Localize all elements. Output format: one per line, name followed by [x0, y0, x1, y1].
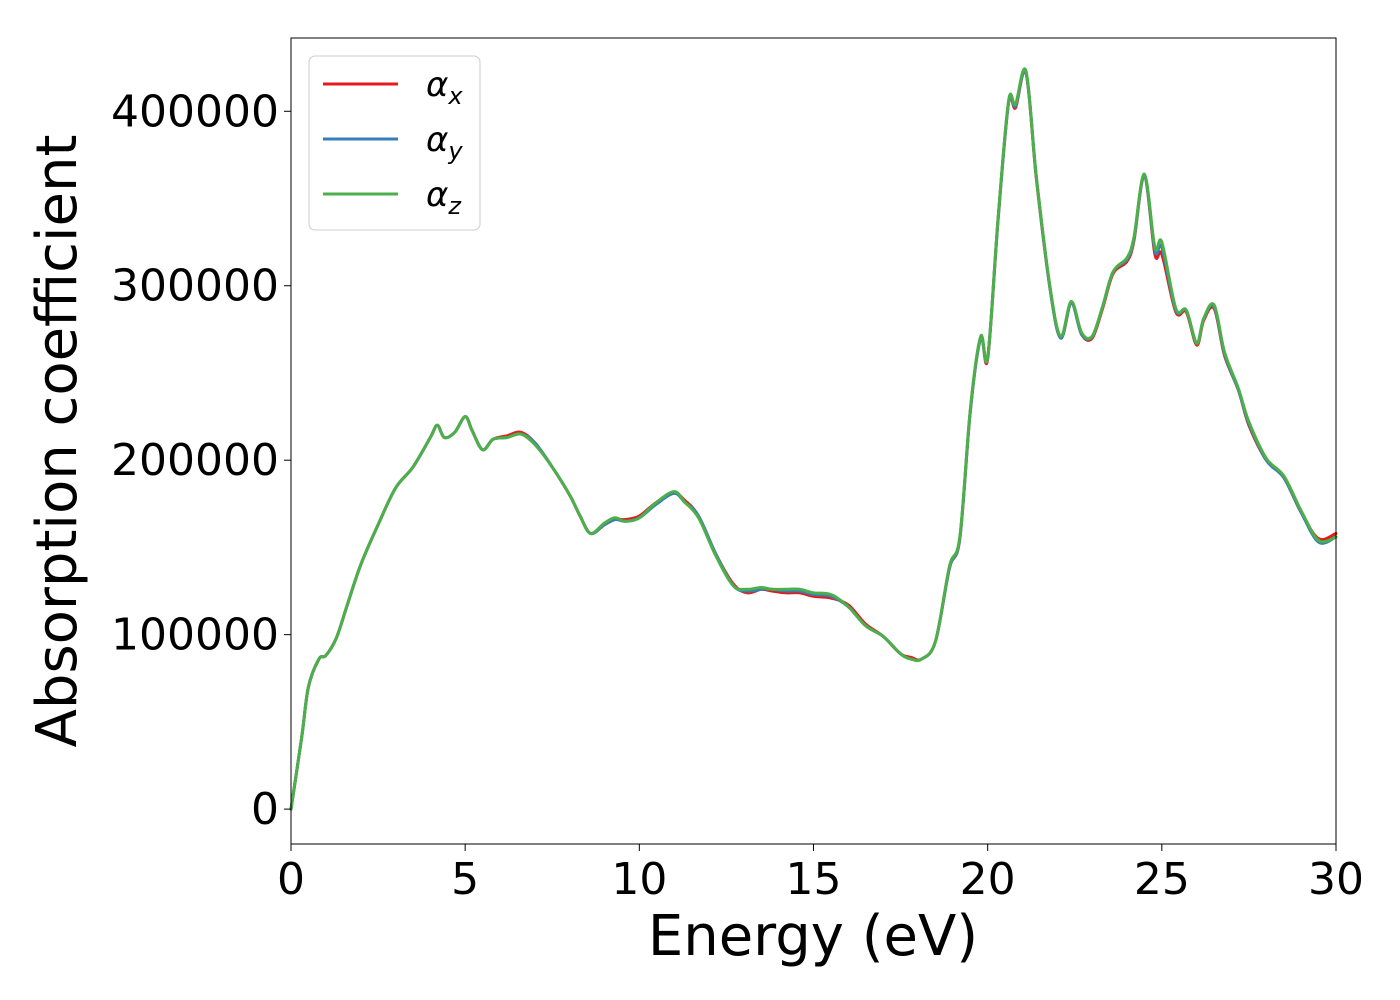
legend-symbol: α	[426, 120, 448, 160]
x-tick-label: 25	[1134, 854, 1190, 905]
x-tick-label: 15	[786, 854, 842, 905]
legend-label-x: αx	[426, 65, 463, 110]
y-tick-label: 100000	[111, 610, 279, 661]
x-tick-label: 20	[960, 854, 1016, 905]
legend-label-y: αy	[426, 120, 463, 165]
y-tick-label: 400000	[111, 86, 279, 137]
y-axis-ticks: 0 100000 200000 300000 400000	[111, 86, 291, 835]
x-axis-label: Energy (eV)	[648, 904, 978, 969]
x-axis-ticks: 0 5 10 15 20 25 30	[277, 844, 1364, 905]
y-axis-label: Absorption coefficient	[25, 135, 90, 748]
legend-box	[308, 55, 481, 231]
series-layer	[289, 67, 1338, 811]
x-tick-label: 5	[451, 854, 479, 905]
legend-subscript: z	[447, 192, 462, 220]
legend-label-z: αz	[426, 175, 462, 220]
y-tick-label: 300000	[111, 261, 279, 312]
legend-symbol: α	[426, 65, 448, 105]
legend-symbol: α	[426, 175, 448, 215]
y-tick-label: 200000	[111, 435, 279, 486]
legend-subscript: x	[447, 82, 463, 110]
x-tick-label: 30	[1308, 854, 1364, 905]
series-line-z	[289, 67, 1338, 811]
y-tick-label: 0	[251, 784, 279, 835]
x-tick-label: 0	[277, 854, 305, 905]
legend-subscript: y	[447, 137, 463, 165]
x-tick-label: 10	[611, 854, 667, 905]
